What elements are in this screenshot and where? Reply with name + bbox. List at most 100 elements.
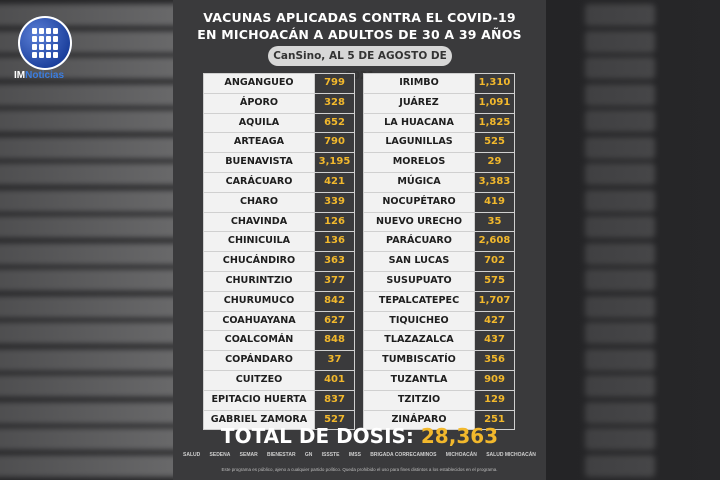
table-row: AQUILA 652 xyxy=(204,113,354,134)
institution-logo: SALUD xyxy=(183,452,201,458)
municipality-name: CHINICUILA xyxy=(204,232,315,252)
dose-count: 437 xyxy=(475,331,514,351)
dose-count: 126 xyxy=(315,212,354,232)
dose-count: 363 xyxy=(315,252,354,271)
dose-count: 339 xyxy=(315,192,354,212)
institution-logo: BRIGADA CORRECAMINOS xyxy=(370,452,437,458)
dose-count: 909 xyxy=(475,370,514,390)
dose-count: 525 xyxy=(475,133,514,153)
municipality-table-right: IRIMBO 1,310 JUÁREZ 1,091 LA HUACANA 1,825 LAG… xyxy=(363,73,515,431)
municipality-name: NOCUPÉTARO xyxy=(364,192,475,212)
logo-grid-icon xyxy=(32,28,58,58)
municipality-name: SAN LUCAS xyxy=(364,252,475,271)
municipality-name: TIQUICHEO xyxy=(364,311,475,331)
municipality-name: IRIMBO xyxy=(364,74,475,93)
municipality-name: CHAVINDA xyxy=(204,212,315,232)
municipality-name: COALCOMÁN xyxy=(204,331,315,351)
table-row: SUSUPUATO 575 xyxy=(364,271,514,292)
dose-count: 129 xyxy=(475,390,514,410)
dose-count: 3,383 xyxy=(475,172,514,192)
title-prefix: VACUNAS APLICADAS xyxy=(203,10,358,25)
dose-count: 702 xyxy=(475,252,514,271)
municipality-name: CHUCÁNDIRO xyxy=(204,252,315,271)
table-row: CARÁCUARO 421 xyxy=(204,172,354,193)
municipality-name: AQUILA xyxy=(204,113,315,133)
dose-count: 421 xyxy=(315,172,354,192)
table-row: TLAZAZALCA 437 xyxy=(364,331,514,352)
table-row: TZITZIO 129 xyxy=(364,390,514,411)
municipality-name: CHURUMUCO xyxy=(204,291,315,311)
municipality-name: GABRIEL ZAMORA xyxy=(204,410,315,430)
institution-logo: SEMAR xyxy=(239,452,258,458)
table-row: ZINÁPARO 251 xyxy=(364,410,514,430)
institution-logo: IMSS xyxy=(348,452,361,458)
table-row: NUEVO URECHO 35 xyxy=(364,212,514,233)
dose-count: 427 xyxy=(475,311,514,331)
dose-count: 3,195 xyxy=(315,153,354,172)
total-value: 28,363 xyxy=(420,424,499,448)
municipality-name: ANGANGUEO xyxy=(204,74,315,93)
municipality-name: LA HUACANA xyxy=(364,113,475,133)
municipality-name: SUSUPUATO xyxy=(364,271,475,291)
total-doses: TOTAL DE DOSIS: 28,363 xyxy=(173,424,546,448)
dose-count: 799 xyxy=(315,74,354,93)
table-row: CUITZEO 401 xyxy=(204,370,354,391)
dose-count: 627 xyxy=(315,311,354,331)
municipality-name: ARTEAGA xyxy=(204,133,315,153)
municipality-name: BUENAVISTA xyxy=(204,153,315,172)
institution-logo: GN xyxy=(304,452,313,458)
background-shade xyxy=(0,0,180,480)
background-shade xyxy=(540,0,720,480)
table-row: EPITACIO HUERTA 837 xyxy=(204,390,354,411)
dose-count: 790 xyxy=(315,133,354,153)
total-label: TOTAL DE DOSIS: xyxy=(220,424,414,448)
subtitle-badge: CanSino, AL 5 DE AGOSTO DE 2021 xyxy=(268,46,452,82)
table-row: ÁPORO 328 xyxy=(204,93,354,114)
table-row: CHURUMUCO 842 xyxy=(204,291,354,312)
table-row: JUÁREZ 1,091 xyxy=(364,93,514,114)
dose-count: 1,091 xyxy=(475,93,514,113)
municipality-name: JUÁREZ xyxy=(364,93,475,113)
municipality-name: ÁPORO xyxy=(204,93,315,113)
table-row: LA HUACANA 1,825 xyxy=(364,113,514,134)
dose-count: 575 xyxy=(475,271,514,291)
municipality-name: TEPALCATEPEC xyxy=(364,291,475,311)
table-row: LAGUNILLAS 525 xyxy=(364,133,514,154)
im-noticias-logo xyxy=(18,16,72,70)
table-row: PARÁCUARO 2,608 xyxy=(364,232,514,253)
table-row: ANGANGUEO 799 xyxy=(204,74,354,94)
municipality-name: CUITZEO xyxy=(204,370,315,390)
table-row: CHARO 339 xyxy=(204,192,354,213)
municipality-name: TZITZIO xyxy=(364,390,475,410)
institution-logo: BIENESTAR xyxy=(267,452,296,458)
dose-count: 251 xyxy=(475,410,514,430)
table-row: TIQUICHEO 427 xyxy=(364,311,514,332)
dose-count: 136 xyxy=(315,232,354,252)
municipality-name: CHURINTZIO xyxy=(204,271,315,291)
municipality-name: CARÁCUARO xyxy=(204,172,315,192)
table-row: TUZANTLA 909 xyxy=(364,370,514,391)
dose-count: 377 xyxy=(315,271,354,291)
table-row: NOCUPÉTARO 419 xyxy=(364,192,514,213)
municipality-name: TUMBISCATÍO xyxy=(364,351,475,370)
title-line-2: EN MICHOACÁN A ADULTOS DE 30 A 39 AÑOS xyxy=(197,27,522,42)
table-row: MORELOS 29 xyxy=(364,153,514,173)
dose-count: 2,608 xyxy=(475,232,514,252)
dose-count: 419 xyxy=(475,192,514,212)
institution-logo: ISSSTE xyxy=(321,452,340,458)
dose-count: 842 xyxy=(315,291,354,311)
municipality-name: MORELOS xyxy=(364,153,475,172)
table-row: TEPALCATEPEC 1,707 xyxy=(364,291,514,312)
institution-logo: MICHOACÁN xyxy=(445,452,477,458)
dose-count: 29 xyxy=(475,153,514,172)
dose-count: 848 xyxy=(315,331,354,351)
logo-wordmark: IMNoticias xyxy=(14,70,65,81)
table-row: BUENAVISTA 3,195 xyxy=(204,153,354,173)
dose-count: 1,825 xyxy=(475,113,514,133)
municipality-name: CHARO xyxy=(204,192,315,212)
infographic-panel: VACUNAS APLICADAS CONTRA EL COVID-19 EN … xyxy=(173,0,546,480)
blurred-background-left xyxy=(0,0,180,480)
table-row: CHINICUILA 136 xyxy=(204,232,354,253)
municipality-name: LAGUNILLAS xyxy=(364,133,475,153)
dose-count: 652 xyxy=(315,113,354,133)
